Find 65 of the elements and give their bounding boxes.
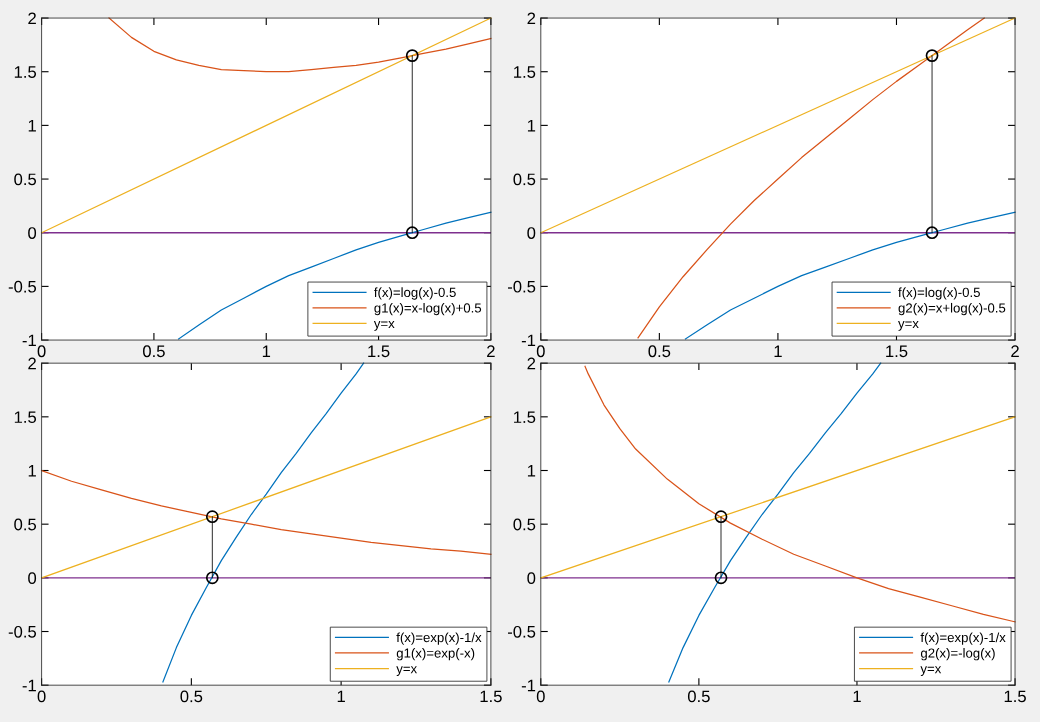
legend-label: y=x xyxy=(898,321,919,331)
legend-label: f(x)=exp(x)-1/x xyxy=(920,632,1006,645)
y-tick-label: 0 xyxy=(527,227,536,239)
x-tick-label: 1 xyxy=(774,345,782,357)
x-tick-label: 0.5 xyxy=(648,345,671,358)
y-tick-label: 0.5 xyxy=(513,173,536,186)
y-tick-label: -0.5 xyxy=(8,280,37,293)
y-tick-label: 1.5 xyxy=(14,66,37,78)
y-tick-label: -1 xyxy=(22,334,36,347)
legend-label: g2(x)=-log(x) xyxy=(920,648,995,661)
legend-label: y=x xyxy=(373,321,395,331)
y-tick-label: 0 xyxy=(28,572,37,585)
y-tick-label: 2 xyxy=(527,357,536,370)
line-series xyxy=(584,365,1016,623)
y-tick-label: 1.5 xyxy=(14,411,37,424)
y-tick-label: 0.5 xyxy=(513,518,536,531)
y-tick-label: -0.5 xyxy=(507,280,536,293)
legend-label: y=x xyxy=(920,666,942,676)
legend-label: f(x)=exp(x)-1/x xyxy=(396,632,482,645)
y-tick-label: 1.5 xyxy=(514,411,536,424)
legend-label: g1(x)=exp(-x) xyxy=(396,648,475,661)
x-tick-label: 0.5 xyxy=(180,690,203,703)
legend-label: f(x)=log(x)-0.5 xyxy=(898,287,980,300)
line-series xyxy=(162,362,365,683)
line-series xyxy=(668,362,882,683)
y-tick-label: 2 xyxy=(28,357,36,370)
line-series xyxy=(108,17,492,73)
y-tick-label: -1 xyxy=(521,679,536,692)
x-tick-label: 1.5 xyxy=(480,690,502,703)
x-tick-label: 1 xyxy=(853,690,861,703)
y-tick-label: 1 xyxy=(527,465,536,477)
x-tick-label: 2 xyxy=(487,345,495,357)
y-tick-label: 0.5 xyxy=(14,518,37,531)
legend-label: g2(x)=x+log(x)-0.5 xyxy=(898,302,1006,316)
x-tick-label: 0 xyxy=(536,345,545,358)
y-tick-label: -1 xyxy=(22,679,36,692)
y-tick-label: -0.5 xyxy=(507,625,536,638)
x-tick-label: 1 xyxy=(262,345,271,357)
x-tick-label: 2 xyxy=(1011,345,1019,357)
x-tick-label: 0 xyxy=(37,690,46,703)
x-tick-label: 0 xyxy=(536,690,545,703)
x-tick-label: 0.5 xyxy=(687,690,710,703)
y-tick-label: 0 xyxy=(28,227,37,239)
y-tick-label: 0.5 xyxy=(14,173,37,186)
y-tick-label: 0 xyxy=(527,572,536,585)
x-tick-label: 1.5 xyxy=(886,345,908,358)
y-tick-label: 2 xyxy=(527,12,536,25)
x-tick-label: 1 xyxy=(337,690,345,703)
y-tick-label: 1.5 xyxy=(514,66,536,78)
x-tick-label: 1.5 xyxy=(368,345,390,358)
line-series xyxy=(684,211,1016,340)
y-tick-label: 1 xyxy=(527,119,536,132)
legend-label: y=x xyxy=(396,666,417,676)
line-series xyxy=(178,211,492,340)
y-tick-label: -0.5 xyxy=(8,625,37,638)
line-series xyxy=(40,469,492,555)
legend-label: g1(x)=x-log(x)+0.5 xyxy=(374,302,482,316)
x-tick-label: 0 xyxy=(37,345,46,358)
x-tick-label: 1.5 xyxy=(1004,690,1026,703)
y-tick-label: 2 xyxy=(28,12,36,25)
y-tick-label: 1 xyxy=(28,119,36,132)
legend-label: f(x)=log(x)-0.5 xyxy=(374,287,456,300)
y-tick-label: 1 xyxy=(28,465,36,477)
y-tick-label: -1 xyxy=(521,334,536,347)
x-tick-label: 0.5 xyxy=(142,345,165,358)
